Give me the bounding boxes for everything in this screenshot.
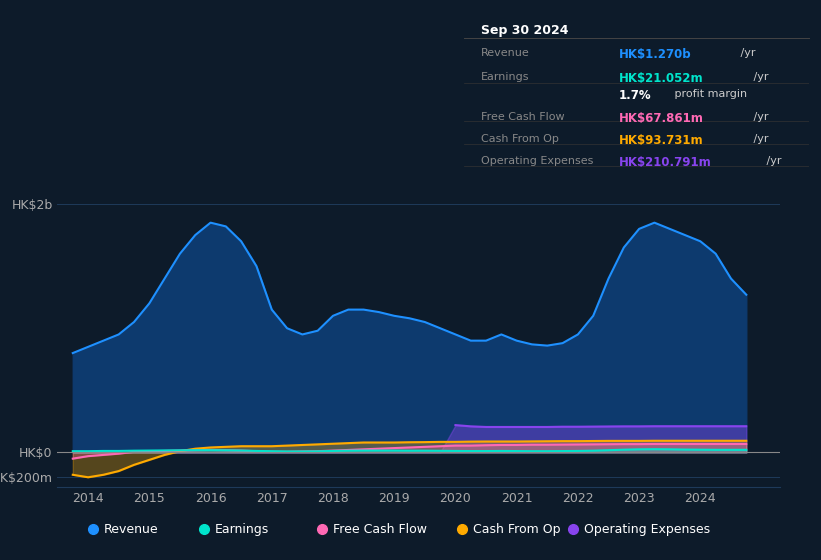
Text: /yr: /yr: [737, 48, 755, 58]
Text: /yr: /yr: [750, 112, 768, 122]
Text: Operating Expenses: Operating Expenses: [481, 156, 594, 166]
Text: /yr: /yr: [764, 156, 782, 166]
Text: Earnings: Earnings: [215, 522, 269, 536]
Text: HK$67.861m: HK$67.861m: [619, 112, 704, 125]
Text: /yr: /yr: [750, 134, 768, 144]
Text: Cash From Op: Cash From Op: [481, 134, 559, 144]
Text: HK$210.791m: HK$210.791m: [619, 156, 712, 170]
Text: Revenue: Revenue: [104, 522, 158, 536]
Text: HK$21.052m: HK$21.052m: [619, 72, 704, 85]
Text: profit margin: profit margin: [672, 90, 748, 100]
Text: Revenue: Revenue: [481, 48, 530, 58]
Text: Earnings: Earnings: [481, 72, 530, 82]
Text: 1.7%: 1.7%: [619, 90, 652, 102]
Text: Operating Expenses: Operating Expenses: [585, 522, 710, 536]
Text: Cash From Op: Cash From Op: [473, 522, 561, 536]
Text: HK$93.731m: HK$93.731m: [619, 134, 704, 147]
Text: Free Cash Flow: Free Cash Flow: [481, 112, 565, 122]
Text: Free Cash Flow: Free Cash Flow: [333, 522, 427, 536]
Text: Sep 30 2024: Sep 30 2024: [481, 24, 569, 37]
Text: HK$1.270b: HK$1.270b: [619, 48, 691, 61]
Text: /yr: /yr: [750, 72, 768, 82]
